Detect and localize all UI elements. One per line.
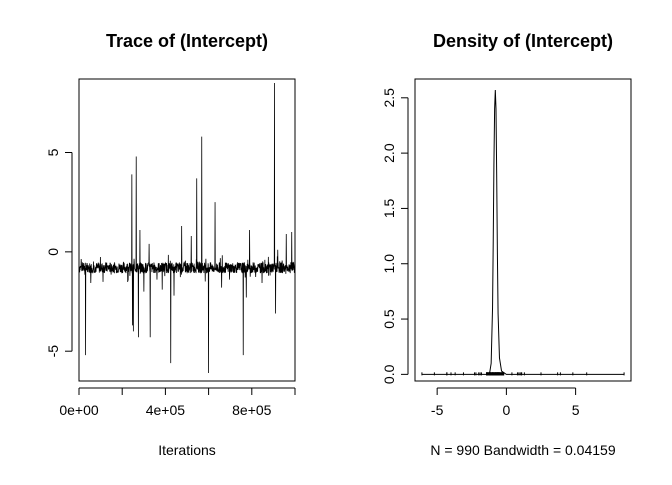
density-x-tick-label: -5 (431, 402, 444, 418)
trace-title: Trace of (Intercept) (106, 31, 268, 51)
density-y-tick-label: 1.0 (381, 254, 397, 274)
trace-y-tick-label: 5 (45, 148, 61, 156)
density-panel: Density of (Intercept) -5 0 5 0.0 0.5 1.0 1.5 2… (381, 31, 632, 458)
trace-panel: Trace of (Intercept) 0e+00 4e+05 8e+05 -5 0 5… (45, 31, 296, 458)
density-title: Density of (Intercept) (433, 31, 613, 51)
trace-y-tick-label: -5 (45, 345, 61, 358)
trace-x-tick-label: 8e+05 (232, 402, 272, 418)
density-y-tick-label: 0.0 (381, 364, 397, 384)
trace-series-line (78, 82, 296, 374)
trace-x-axis-label: Iterations (158, 442, 216, 458)
density-axes: -5 0 5 0.0 0.5 1.0 1.5 2.0 2.5 (381, 88, 580, 418)
density-x-axis-label: N = 990 Bandwidth = 0.04159 (430, 442, 615, 458)
density-plot-frame (414, 78, 632, 382)
density-data (421, 90, 625, 376)
density-x-tick-label: 0 (502, 402, 510, 418)
density-y-tick-label: 2.0 (381, 143, 397, 163)
trace-x-tick-label: 4e+05 (146, 402, 186, 418)
density-x-tick-label: 5 (572, 402, 580, 418)
trace-plot-frame (78, 78, 296, 382)
density-y-tick-label: 1.5 (381, 198, 397, 218)
trace-axes: 0e+00 4e+05 8e+05 -5 0 5 (45, 148, 296, 418)
density-y-tick-label: 0.5 (381, 309, 397, 329)
trace-data (78, 82, 296, 374)
density-curve (421, 90, 625, 375)
density-y-tick-label: 2.5 (381, 88, 397, 108)
trace-y-tick-label: 0 (45, 248, 61, 256)
trace-x-tick-label: 0e+00 (59, 402, 99, 418)
